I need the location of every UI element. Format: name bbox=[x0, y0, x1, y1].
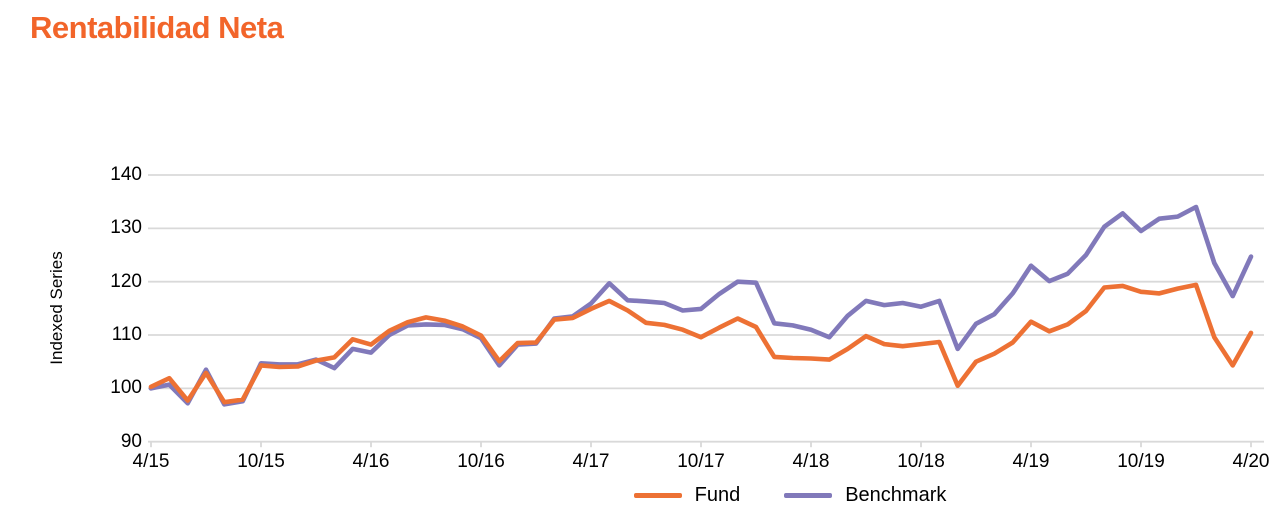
x-axis-tick-label: 4/16 bbox=[352, 451, 390, 472]
gridlines bbox=[148, 174, 1264, 443]
x-axis-tick-label: 10/18 bbox=[897, 451, 945, 472]
page-title: Rentabilidad Neta bbox=[30, 10, 284, 45]
y-axis-tick-label: 140 bbox=[110, 164, 142, 185]
x-axis-tick-label: 4/17 bbox=[572, 451, 610, 472]
y-axis-tick-label: 110 bbox=[111, 324, 142, 345]
legend-item-fund: Fund bbox=[633, 483, 741, 507]
x-axis-tick-label: 10/15 bbox=[237, 451, 285, 472]
y-axis-tick-label: 100 bbox=[110, 377, 142, 398]
x-axis-tick-label: 10/16 bbox=[457, 451, 505, 472]
chart-legend: Fund Benchmark bbox=[330, 481, 1250, 509]
fund-line-swatch bbox=[633, 492, 682, 498]
y-axis-tick-label: 130 bbox=[110, 217, 142, 238]
x-axis-tick-marks bbox=[150, 441, 1252, 448]
y-axis-tick-label: 90 bbox=[120, 431, 142, 452]
x-axis-tick-label: 4/18 bbox=[792, 451, 830, 472]
y-axis-tick-label: 120 bbox=[110, 271, 142, 292]
x-axis-tick-label: 4/15 bbox=[132, 451, 170, 472]
legend-item-benchmark: Benchmark bbox=[784, 484, 946, 507]
benchmark-line bbox=[148, 204, 1254, 407]
fund-legend-label: Fund bbox=[694, 483, 741, 506]
benchmark-legend-label: Benchmark bbox=[845, 483, 947, 506]
x-axis-tick-label: 4/19 bbox=[1012, 451, 1050, 472]
x-axis-tick-label: 4/20 bbox=[1232, 451, 1270, 472]
benchmark-line-swatch bbox=[784, 492, 833, 498]
fund-line bbox=[148, 282, 1254, 405]
x-axis-tick-label: 10/17 bbox=[677, 451, 725, 472]
x-axis-tick-label: 10/19 bbox=[1117, 451, 1165, 472]
